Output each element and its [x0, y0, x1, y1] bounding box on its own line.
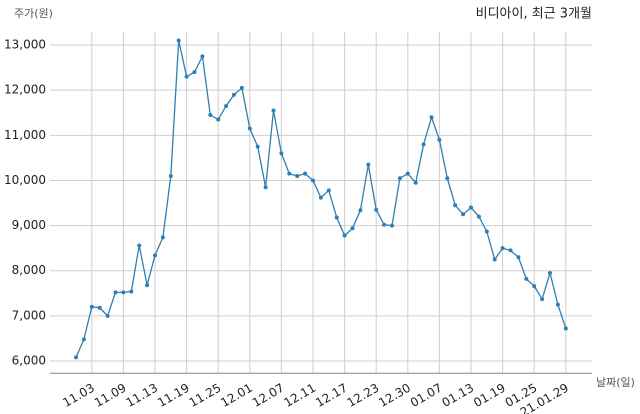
price-point — [445, 176, 450, 181]
price-point — [129, 289, 134, 294]
y-tick-label: 13,000 — [4, 38, 46, 52]
price-point — [208, 113, 213, 118]
price-point — [145, 283, 150, 288]
price-point — [437, 137, 442, 142]
price-point — [224, 103, 229, 108]
x-tick-label: 12.11 — [281, 381, 318, 410]
x-tick-label: 01.07 — [408, 381, 445, 410]
price-point — [548, 270, 552, 275]
y-tick-label: 10,000 — [4, 173, 46, 187]
price-point — [429, 115, 434, 120]
price-point — [216, 117, 221, 122]
x-tick-label: 12.07 — [250, 381, 287, 410]
price-point — [524, 276, 529, 281]
y-tick-label: 8,000 — [12, 263, 46, 277]
x-tick-label: 12.17 — [313, 381, 350, 410]
price-point — [405, 171, 410, 176]
price-point — [469, 205, 473, 210]
y-tick-label: 12,000 — [4, 83, 46, 97]
x-tick-label: 11.13 — [123, 381, 160, 410]
price-point — [255, 144, 260, 149]
price-point — [239, 85, 244, 90]
price-point — [334, 215, 339, 220]
price-point — [390, 223, 394, 228]
price-point — [279, 151, 284, 156]
price-point — [532, 284, 537, 289]
x-tick-label: 12.23 — [345, 381, 382, 410]
price-point — [563, 326, 568, 331]
price-point — [184, 74, 189, 79]
price-point — [484, 229, 489, 234]
price-point — [358, 208, 363, 213]
price-point — [342, 233, 347, 238]
price-point — [374, 207, 379, 212]
x-axis-label: 날짜(일) — [596, 375, 635, 389]
x-tick-label: 12.01 — [218, 381, 255, 410]
price-point — [326, 188, 331, 193]
price-point — [232, 92, 236, 97]
price-point — [555, 302, 560, 307]
price-point — [105, 313, 110, 318]
price-point — [113, 290, 118, 295]
price-point — [303, 171, 308, 176]
price-point — [311, 178, 315, 183]
price-point — [492, 257, 497, 262]
price-point — [476, 214, 481, 219]
y-tick-label: 7,000 — [12, 308, 46, 322]
x-tick-label: 11.25 — [187, 381, 224, 410]
price-point — [168, 173, 173, 178]
price-point — [453, 203, 458, 208]
price-point — [508, 248, 513, 253]
price-point — [271, 108, 276, 113]
y-tick-label: 11,000 — [4, 128, 46, 142]
price-point — [295, 173, 300, 178]
x-tick-label: 01.13 — [439, 381, 476, 410]
price-point — [263, 185, 268, 190]
price-point — [97, 305, 102, 310]
price-point — [397, 176, 402, 181]
price-point — [350, 226, 355, 231]
x-tick-label: 12.30 — [376, 381, 413, 410]
price-point — [160, 235, 165, 240]
y-tick-label: 9,000 — [12, 218, 46, 232]
price-point — [382, 222, 387, 227]
price-point — [81, 337, 86, 342]
price-point — [247, 126, 252, 131]
y-axis-label: 주가(원) — [14, 7, 53, 20]
price-point — [516, 255, 521, 260]
price-point — [176, 38, 181, 43]
price-point — [500, 246, 505, 251]
price-point — [137, 243, 142, 248]
price-point — [413, 180, 418, 185]
x-tick-label: 11.03 — [60, 381, 97, 410]
price-point — [121, 290, 126, 295]
price-point — [200, 54, 205, 59]
price-point — [540, 297, 545, 302]
x-tick-label: 11.19 — [155, 381, 192, 410]
price-point — [287, 171, 292, 176]
y-tick-label: 6,000 — [12, 354, 46, 368]
price-point — [366, 162, 371, 167]
price-point — [318, 195, 323, 200]
chart-title: 비디아이, 최근 3개월 — [476, 7, 592, 22]
price-point — [89, 304, 94, 309]
price-point — [74, 355, 78, 360]
price-point — [421, 142, 426, 147]
price-point — [461, 212, 466, 217]
x-tick-label: 01.19 — [471, 381, 508, 410]
price-point — [153, 253, 157, 258]
x-tick-label: 11.09 — [92, 381, 129, 410]
price-point — [192, 70, 197, 75]
